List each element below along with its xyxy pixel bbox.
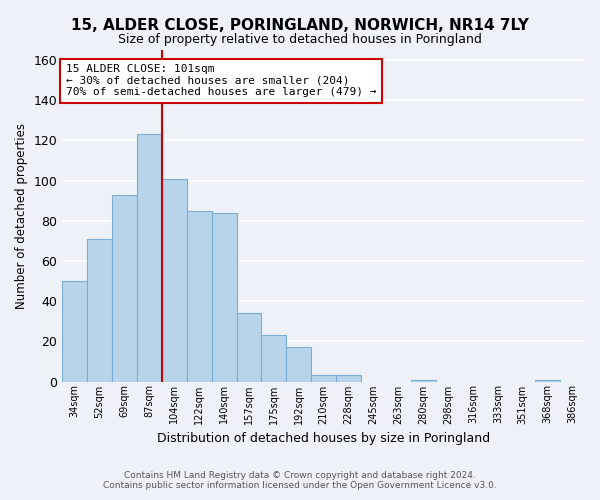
Bar xyxy=(336,376,361,382)
Bar xyxy=(311,376,336,382)
Bar xyxy=(286,348,311,382)
Text: Size of property relative to detached houses in Poringland: Size of property relative to detached ho… xyxy=(118,32,482,46)
Bar xyxy=(87,239,112,382)
Bar xyxy=(212,212,236,382)
Bar xyxy=(162,178,187,382)
Bar xyxy=(112,194,137,382)
X-axis label: Distribution of detached houses by size in Poringland: Distribution of detached houses by size … xyxy=(157,432,490,445)
Bar xyxy=(262,336,286,382)
Bar xyxy=(187,210,212,382)
Bar xyxy=(411,380,436,382)
Text: Contains HM Land Registry data © Crown copyright and database right 2024.
Contai: Contains HM Land Registry data © Crown c… xyxy=(103,470,497,490)
Text: 15, ALDER CLOSE, PORINGLAND, NORWICH, NR14 7LY: 15, ALDER CLOSE, PORINGLAND, NORWICH, NR… xyxy=(71,18,529,32)
Bar xyxy=(137,134,162,382)
Y-axis label: Number of detached properties: Number of detached properties xyxy=(15,123,28,309)
Text: 15 ALDER CLOSE: 101sqm
← 30% of detached houses are smaller (204)
70% of semi-de: 15 ALDER CLOSE: 101sqm ← 30% of detached… xyxy=(66,64,377,98)
Bar xyxy=(535,380,560,382)
Bar xyxy=(236,313,262,382)
Bar xyxy=(62,281,87,382)
